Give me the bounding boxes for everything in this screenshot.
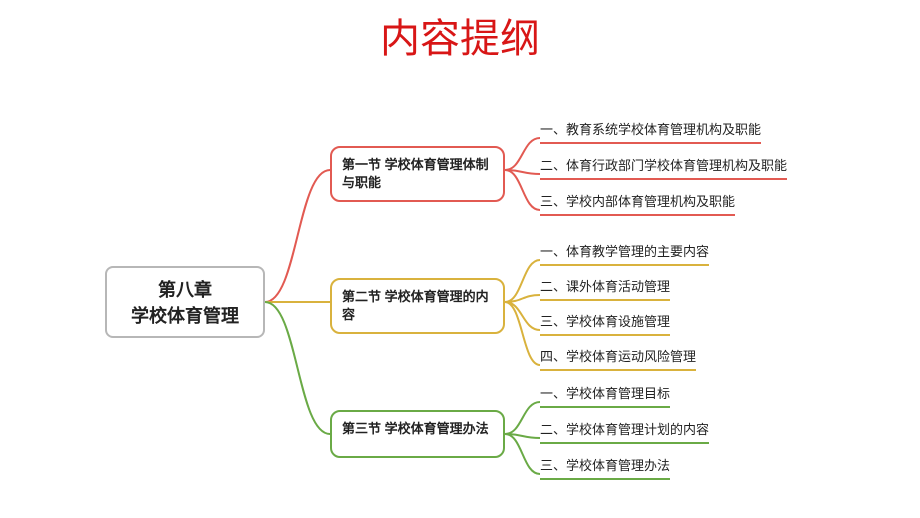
section-label: 第三节 学校体育管理办法 — [342, 420, 493, 438]
leaf-item: 二、课外体育活动管理 — [540, 276, 670, 301]
leaf-item: 四、学校体育运动风险管理 — [540, 346, 696, 371]
section-label: 第一节 学校体育管理体制与职能 — [342, 156, 493, 192]
section-node-s3: 第三节 学校体育管理办法 — [330, 410, 505, 458]
leaf-item: 一、教育系统学校体育管理机构及职能 — [540, 119, 761, 144]
root-line1: 第八章 — [158, 276, 212, 302]
page-title: 内容提纲 — [380, 6, 540, 64]
leaf-item: 一、体育教学管理的主要内容 — [540, 241, 709, 266]
root-node: 第八章 学校体育管理 — [105, 266, 265, 338]
leaf-item: 三、学校体育管理办法 — [540, 455, 670, 480]
root-line2: 学校体育管理 — [131, 302, 239, 328]
leaf-item: 三、学校体育设施管理 — [540, 311, 670, 336]
leaf-item: 一、学校体育管理目标 — [540, 383, 670, 408]
section-label: 第二节 学校体育管理的内容 — [342, 288, 493, 324]
leaf-item: 二、体育行政部门学校体育管理机构及职能 — [540, 155, 787, 180]
leaf-item: 二、学校体育管理计划的内容 — [540, 419, 709, 444]
section-node-s1: 第一节 学校体育管理体制与职能 — [330, 146, 505, 202]
leaf-item: 三、学校内部体育管理机构及职能 — [540, 191, 735, 216]
section-node-s2: 第二节 学校体育管理的内容 — [330, 278, 505, 334]
